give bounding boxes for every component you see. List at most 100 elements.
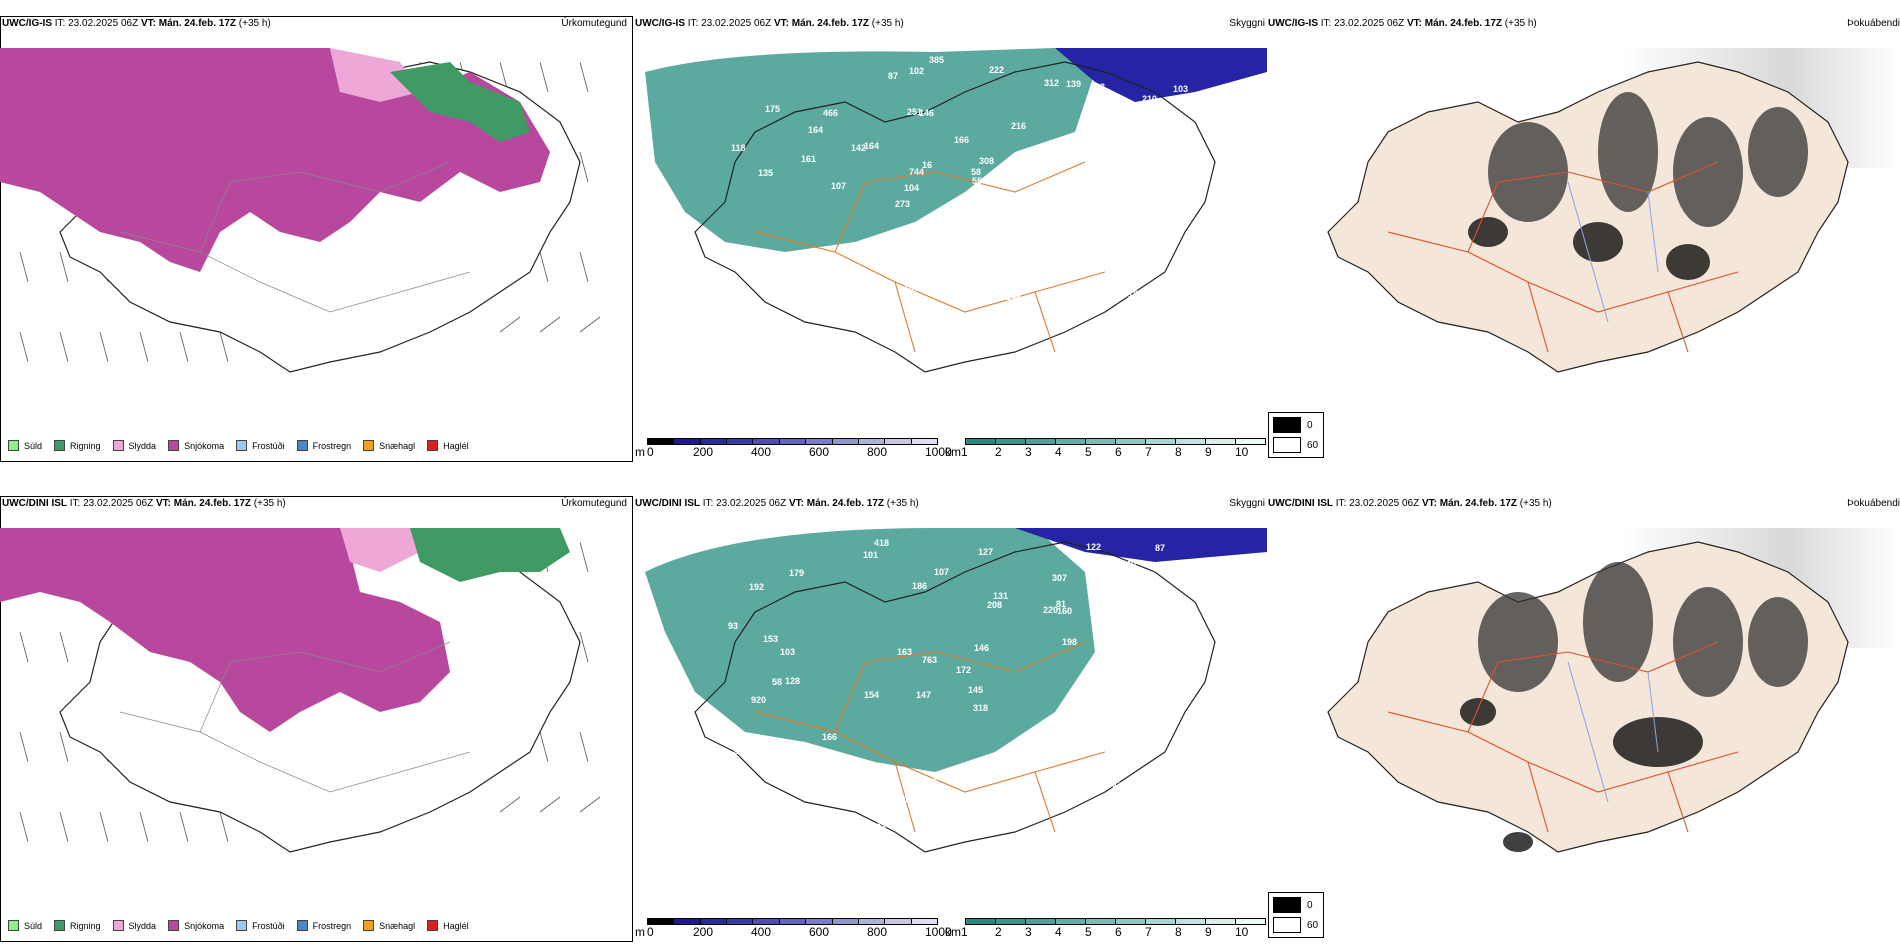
cloud-base-label: 153 — [763, 634, 778, 644]
visibility-bin — [1175, 438, 1206, 445]
visibility-bin — [1115, 438, 1146, 445]
cloud-base-label: 122 — [1086, 542, 1101, 552]
cloud-base-label: 128 — [823, 759, 838, 769]
cloud-base-label: 186 — [912, 581, 927, 591]
legend-swatch — [363, 440, 375, 451]
cloud-base-label: 127 — [978, 547, 993, 557]
road-lines — [1387, 161, 1739, 353]
fog-legend: 0 60 — [1268, 892, 1324, 938]
fog-map — [1327, 528, 1900, 853]
fog-legend-swatch-0 — [1273, 897, 1301, 913]
cloud-base-label: 77 — [1180, 744, 1190, 754]
legend-label: Frostúði — [252, 440, 285, 451]
cloud-base-label: 119 — [769, 795, 784, 805]
sleet-area — [340, 528, 420, 572]
visibility-tick: 9 — [1205, 445, 1212, 459]
legend-swatch — [363, 920, 375, 931]
fog-legend-swatch-60 — [1273, 437, 1301, 453]
cloud-base-label: 111 — [1114, 116, 1128, 126]
visibility-bin — [1085, 918, 1116, 925]
cloud-base-label: 86 — [1110, 775, 1120, 785]
cloud-base-tick: 200 — [693, 445, 714, 459]
valid-time: Mán. 24.feb. 17Z — [1424, 18, 1502, 29]
cloud-base-bin — [857, 438, 886, 445]
cloud-base-label: 58 — [772, 677, 782, 687]
cloud-base-label: 744 — [909, 167, 924, 177]
cloud-base-label: 103 — [1173, 84, 1188, 94]
precip-type-panel: UWC/DINI ISL IT: 23.02.2025 06Z VT: Mán.… — [0, 496, 633, 942]
valid-label: VT: — [1421, 498, 1437, 509]
precip-legend-item: Frostúði — [236, 440, 285, 451]
visibility-bin — [1025, 918, 1056, 925]
cloud-base-label: 117 — [1018, 253, 1033, 263]
visibility-unit: km — [945, 445, 961, 459]
cloud-base-label: 333 — [1090, 82, 1105, 92]
cloud-base-label: 273 — [895, 199, 910, 209]
cloud-base-bin — [673, 438, 701, 445]
model-name: UWC/IG-IS — [635, 18, 685, 29]
precip-legend-item: Haglél — [427, 920, 469, 931]
visibility-bin — [965, 438, 996, 445]
cloud-base-label: 102 — [909, 66, 924, 76]
legend-label: Frostregn — [312, 920, 352, 931]
panel-title: Úrkomutegund — [561, 18, 627, 29]
cloud-base-label: 103 — [871, 822, 886, 832]
cloud-base-label: 154 — [864, 690, 879, 700]
cloud-base-label: 110 — [1102, 779, 1117, 789]
model-name: UWC/DINI ISL — [2, 498, 67, 509]
road-lines — [1387, 641, 1739, 833]
road-lines — [754, 641, 1106, 833]
cloud-base-label: 128 — [1097, 320, 1112, 330]
cloud-base-label: 128 — [785, 676, 800, 686]
cloud-base-label: 640 — [739, 308, 754, 318]
visibility-tick: 1 — [961, 445, 968, 459]
iceland-outline — [694, 61, 1216, 373]
legend-swatch — [427, 440, 439, 451]
fog-legend-label-0: 0 — [1307, 900, 1313, 911]
precip-legend-item: Frostregn — [296, 920, 352, 931]
valid-time: Mán. 24.feb. 17Z — [158, 18, 236, 29]
fog-panel: UWC/IG-IS IT: 23.02.2025 06Z VT: Mán. 24… — [1268, 16, 1900, 462]
cloud-base-colorbar: m 0 200 400 600 800 1000 km 1 2 3 4 5 6 7 8 9 10 — [635, 438, 1267, 462]
valid-time: Mán. 24.feb. 17Z — [173, 498, 251, 509]
cloud-base-label: 87 — [1025, 758, 1035, 768]
cloud-base-label: 292 — [733, 746, 748, 756]
init-time: IT: 23.02.2025 06Z — [687, 18, 772, 29]
cloud-base-label: 132 — [1172, 655, 1187, 665]
panel-header: UWC/DINI ISL IT: 23.02.2025 06Z VT: Mán.… — [1268, 496, 1552, 512]
cloud-base-bin — [831, 918, 859, 925]
fog-panel: UWC/DINI ISL IT: 23.02.2025 06Z VT: Mán.… — [1268, 496, 1900, 942]
precip-legend-item: Slydda — [112, 920, 156, 931]
navy-cloud-base — [1055, 48, 1267, 102]
cloud-base-label: 107 — [934, 567, 949, 577]
visibility-bin — [1205, 438, 1236, 445]
cloud-base-label: 111 — [1097, 640, 1111, 650]
cloud-base-label: 146 — [919, 108, 934, 118]
iceland-outline — [694, 541, 1216, 853]
precip-legend-item: Súld — [8, 920, 42, 931]
cloud-base-label: 161 — [801, 154, 816, 164]
legend-swatch — [427, 920, 439, 931]
cloud-base-label: 216 — [1051, 229, 1066, 239]
valid-label: VT: — [773, 18, 789, 29]
cloud-base-label: 66 — [792, 749, 802, 759]
valid-time: Mán. 24.feb. 17Z — [1439, 498, 1517, 509]
valid-label: VT: — [788, 498, 804, 509]
legend-swatch — [8, 920, 19, 931]
cloud-base-label: 93 — [728, 621, 738, 631]
visibility-bin — [1085, 438, 1116, 445]
cloud-base-bin — [884, 438, 912, 445]
cloud-base-label: 426 — [1134, 321, 1149, 331]
legend-swatch — [168, 920, 180, 931]
cloud-base-tick: 0 — [647, 925, 654, 939]
cloud-base-bin — [699, 438, 728, 445]
visibility-tick: 4 — [1055, 445, 1062, 459]
legend-label: Snjókoma — [184, 440, 225, 451]
cloud-base-label: 140 — [1121, 559, 1136, 569]
navy-cloud-base — [1015, 528, 1267, 562]
visibility-bin — [965, 918, 996, 925]
lead-time: (+35 h) — [886, 498, 919, 509]
cloud-base-label: 217 — [765, 808, 780, 818]
cloud-base-bin — [884, 918, 912, 925]
rain-area — [390, 62, 530, 142]
